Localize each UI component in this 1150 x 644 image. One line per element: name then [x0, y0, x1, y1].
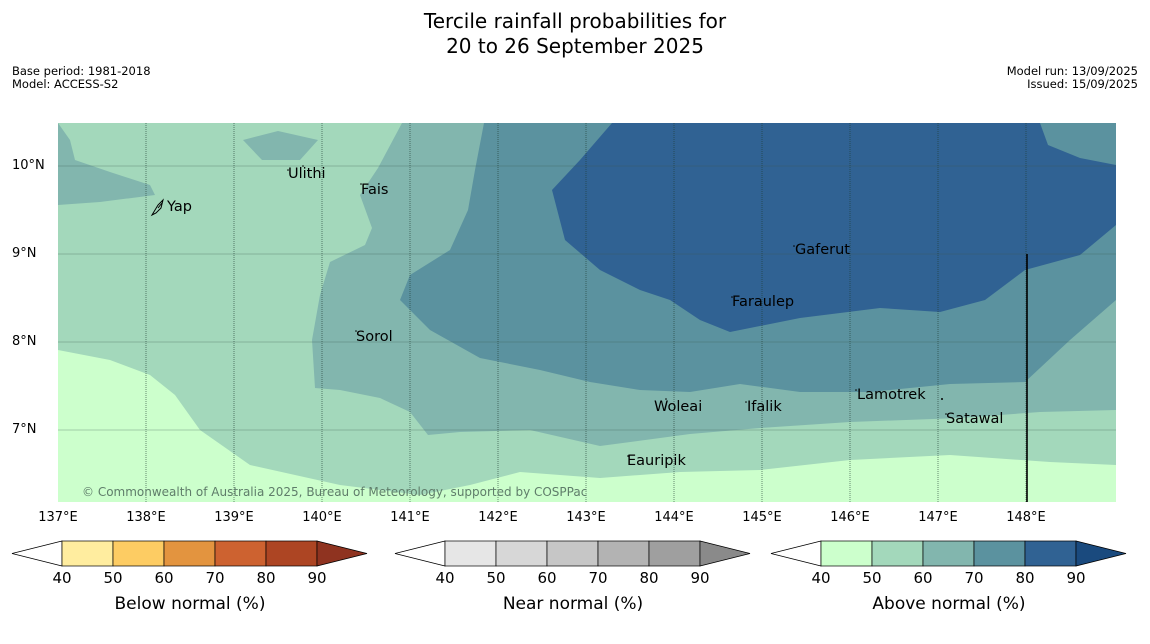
model-run: Model run: 13/09/2025: [1006, 64, 1138, 78]
lon-label-142e: 142°E: [478, 510, 518, 525]
lon-label-146e: 146°E: [830, 510, 870, 525]
lon-label-137e: 137°E: [38, 510, 78, 525]
lon-label-138e: 138°E: [126, 510, 166, 525]
colorbar-tick-label: 80: [256, 569, 276, 587]
place-fais: Fais: [361, 182, 389, 198]
colorbar-extend-low: [770, 540, 822, 567]
meta-right: Model run: 13/09/2025 Issued: 15/09/2025: [1007, 65, 1138, 91]
place-lamotrek: Lamotrek: [857, 387, 926, 403]
colorbar-tick-label: 90: [690, 569, 710, 587]
colorbar-tick-label: 50: [862, 569, 882, 587]
lon-label-145e: 145°E: [742, 510, 782, 525]
lat-label-8n: 8°N: [12, 334, 37, 349]
base-period: Base period: 1981-2018: [12, 64, 151, 78]
colorbar-extend-high: [699, 540, 751, 567]
colorbar-segment: [922, 540, 975, 567]
copyright-notice: © Commonwealth of Australia 2025, Bureau…: [82, 485, 588, 499]
lat-label-10n: 10°N: [12, 158, 45, 173]
colorbar-tick-label: 60: [154, 569, 174, 587]
yap-island-icon: [150, 198, 164, 217]
lon-label-141e: 141°E: [390, 510, 430, 525]
colorbar-segment: [597, 540, 650, 567]
colorbar-tick-label: 60: [537, 569, 557, 587]
model-name: Model: ACCESS-S2: [12, 77, 119, 91]
colorbar-title-above: Above normal (%): [872, 594, 1026, 614]
place-satawal: Satawal: [946, 411, 1004, 427]
region-above-80-90: [552, 123, 1116, 332]
place-woleai: Woleai: [654, 399, 703, 415]
region-top-right: [1040, 123, 1116, 165]
meta-left: Base period: 1981-2018 Model: ACCESS-S2: [12, 65, 151, 91]
place-ulithi: Ulithi: [288, 166, 326, 182]
colorbar-segment: [265, 540, 318, 567]
title-line-1: Tercile rainfall probabilities for: [423, 9, 727, 33]
issued-date: Issued: 15/09/2025: [1027, 77, 1138, 91]
colorbar-tick-label: 50: [103, 569, 123, 587]
lon-label-143e: 143°E: [566, 510, 606, 525]
colorbar-tick-label: 50: [486, 569, 506, 587]
colorbar-tick-label: 90: [1066, 569, 1086, 587]
lon-label-139e: 139°E: [214, 510, 254, 525]
colorbar-segment: [546, 540, 599, 567]
graticule: [58, 123, 1116, 502]
map-title: Tercile rainfall probabilities for 20 to…: [0, 9, 1150, 59]
place-eauripik: Eauripik: [627, 453, 686, 469]
place-yap: Yap: [167, 199, 192, 215]
colorbar-segment: [973, 540, 1026, 567]
lon-label-148e: 148°E: [1006, 510, 1046, 525]
colorbar-extend-low: [11, 540, 63, 567]
lon-label-147e: 147°E: [918, 510, 958, 525]
place-sorol: Sorol: [356, 329, 393, 345]
colorbar-tick-label: 40: [52, 569, 72, 587]
colorbar-tick-label: 40: [811, 569, 831, 587]
colorbar-tick-label: 80: [639, 569, 659, 587]
colorbar-title-below: Below normal (%): [114, 594, 266, 614]
lat-label-9n: 9°N: [12, 246, 37, 261]
place-ifalik: Ifalik: [747, 399, 782, 415]
colorbar-tick-label: 60: [913, 569, 933, 587]
colorbar-segment: [163, 540, 216, 567]
colorbar-segment: [61, 540, 114, 567]
colorbar-tick-label: 90: [307, 569, 327, 587]
colorbar-segment: [648, 540, 701, 567]
region-north-patch: [243, 131, 318, 160]
colorbar-below: [11, 540, 368, 567]
colorbar-extend-low: [394, 540, 446, 567]
lon-label-140e: 140°E: [302, 510, 342, 525]
colorbar-title-near: Near normal (%): [502, 594, 644, 614]
title-line-2: 20 to 26 September 2025: [446, 34, 704, 58]
colorbar-segment: [820, 540, 873, 567]
colorbar-segment: [1024, 540, 1077, 567]
place-faraulep: Faraulep: [732, 294, 795, 310]
colorbar-extend-high: [316, 540, 368, 567]
island-dots: [287, 165, 947, 457]
colorbar-tick-label: 70: [588, 569, 608, 587]
colorbar-tick-label: 40: [435, 569, 455, 587]
colorbar-tick-label: 80: [1015, 569, 1035, 587]
lat-label-7n: 7°N: [12, 422, 37, 437]
colorbar-tick-label: 70: [964, 569, 984, 587]
colorbar-segment: [871, 540, 924, 567]
colorbar-segment: [214, 540, 267, 567]
colorbar-extend-high: [1075, 540, 1127, 567]
colorbar-segment: [444, 540, 497, 567]
colorbar-tick-label: 70: [205, 569, 225, 587]
colorbar-segment: [112, 540, 165, 567]
lon-label-144e: 144°E: [654, 510, 694, 525]
region-yap-60-70: [58, 123, 155, 205]
place-gaferut: Gaferut: [795, 242, 850, 258]
colorbar-above: [770, 540, 1127, 567]
colorbar-segment: [495, 540, 548, 567]
colorbar-near: [394, 540, 751, 567]
